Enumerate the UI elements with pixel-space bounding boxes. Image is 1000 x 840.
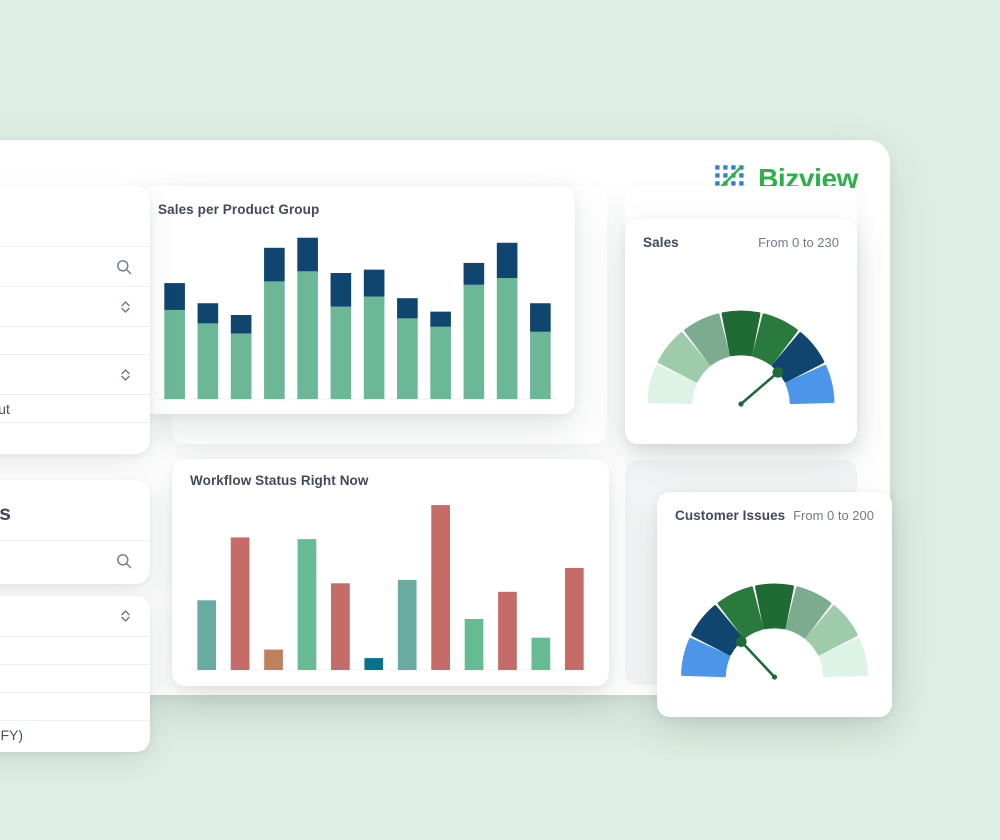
card-header: Customer Issues From 0 to 200 bbox=[675, 508, 874, 523]
favourites-title: ourites bbox=[0, 186, 150, 246]
stacked-bar-chart[interactable] bbox=[158, 225, 557, 403]
sort-icon bbox=[121, 610, 130, 622]
card-header: Sales per Product Group bbox=[158, 202, 557, 217]
card-header: Sales From 0 to 230 bbox=[643, 235, 839, 250]
gauge-chart[interactable] bbox=[675, 527, 874, 699]
card-title: Workflow Status Right Now bbox=[190, 473, 369, 488]
gauge-chart[interactable] bbox=[643, 254, 839, 426]
workflow-tasks-search[interactable] bbox=[0, 540, 150, 580]
favourites-column-header[interactable] bbox=[0, 286, 150, 326]
card-sales-per-product-group[interactable]: Sales per Product Group bbox=[140, 186, 575, 414]
workflow-tasks-panel: rkflow Taks bbox=[0, 480, 150, 584]
card-title: Sales bbox=[643, 235, 679, 250]
card-gauge-customer-issues[interactable]: Customer Issues From 0 to 200 bbox=[657, 492, 892, 717]
list-item[interactable]: gton DC bbox=[0, 692, 150, 720]
card-workflow-status[interactable]: Workflow Status Right Now bbox=[172, 459, 609, 686]
search-icon bbox=[117, 553, 132, 568]
list-item[interactable]: Budget (Current FY) bbox=[0, 720, 150, 748]
workflow-tasks-table: ocess ared Service get (Current FY) gton… bbox=[0, 596, 150, 752]
sidebar: ourites Loss bbox=[0, 186, 150, 752]
sort-icon bbox=[121, 300, 130, 313]
favourites-panel: ourites Loss bbox=[0, 186, 150, 454]
sort-icon bbox=[121, 368, 130, 381]
gauge-range-label: From 0 to 200 bbox=[793, 508, 874, 523]
card-header: Workflow Status Right Now bbox=[190, 473, 591, 488]
workflow-process-column-header[interactable]: ocess bbox=[0, 596, 150, 636]
favourites-search[interactable] bbox=[0, 246, 150, 286]
card-gauge-sales[interactable]: Sales From 0 to 230 bbox=[625, 219, 857, 444]
card-title: Sales per Product Group bbox=[158, 202, 320, 217]
search-icon bbox=[117, 259, 132, 274]
grouped-bar-chart[interactable] bbox=[190, 494, 591, 674]
list-item[interactable]: Loss Budget Input bbox=[0, 394, 150, 422]
list-item[interactable]: get (Current FY) bbox=[0, 664, 150, 692]
list-item[interactable]: Loss bbox=[0, 326, 150, 354]
card-title: Customer Issues bbox=[675, 508, 786, 523]
list-item[interactable]: recast bbox=[0, 422, 150, 450]
app-topbar: Bizview bbox=[0, 140, 890, 194]
workflow-tasks-title: rkflow Taks bbox=[0, 502, 11, 525]
favourites-column-header-2[interactable] bbox=[0, 354, 150, 394]
list-item[interactable]: ared Service bbox=[0, 636, 150, 664]
gauge-range-label: From 0 to 230 bbox=[758, 235, 839, 250]
